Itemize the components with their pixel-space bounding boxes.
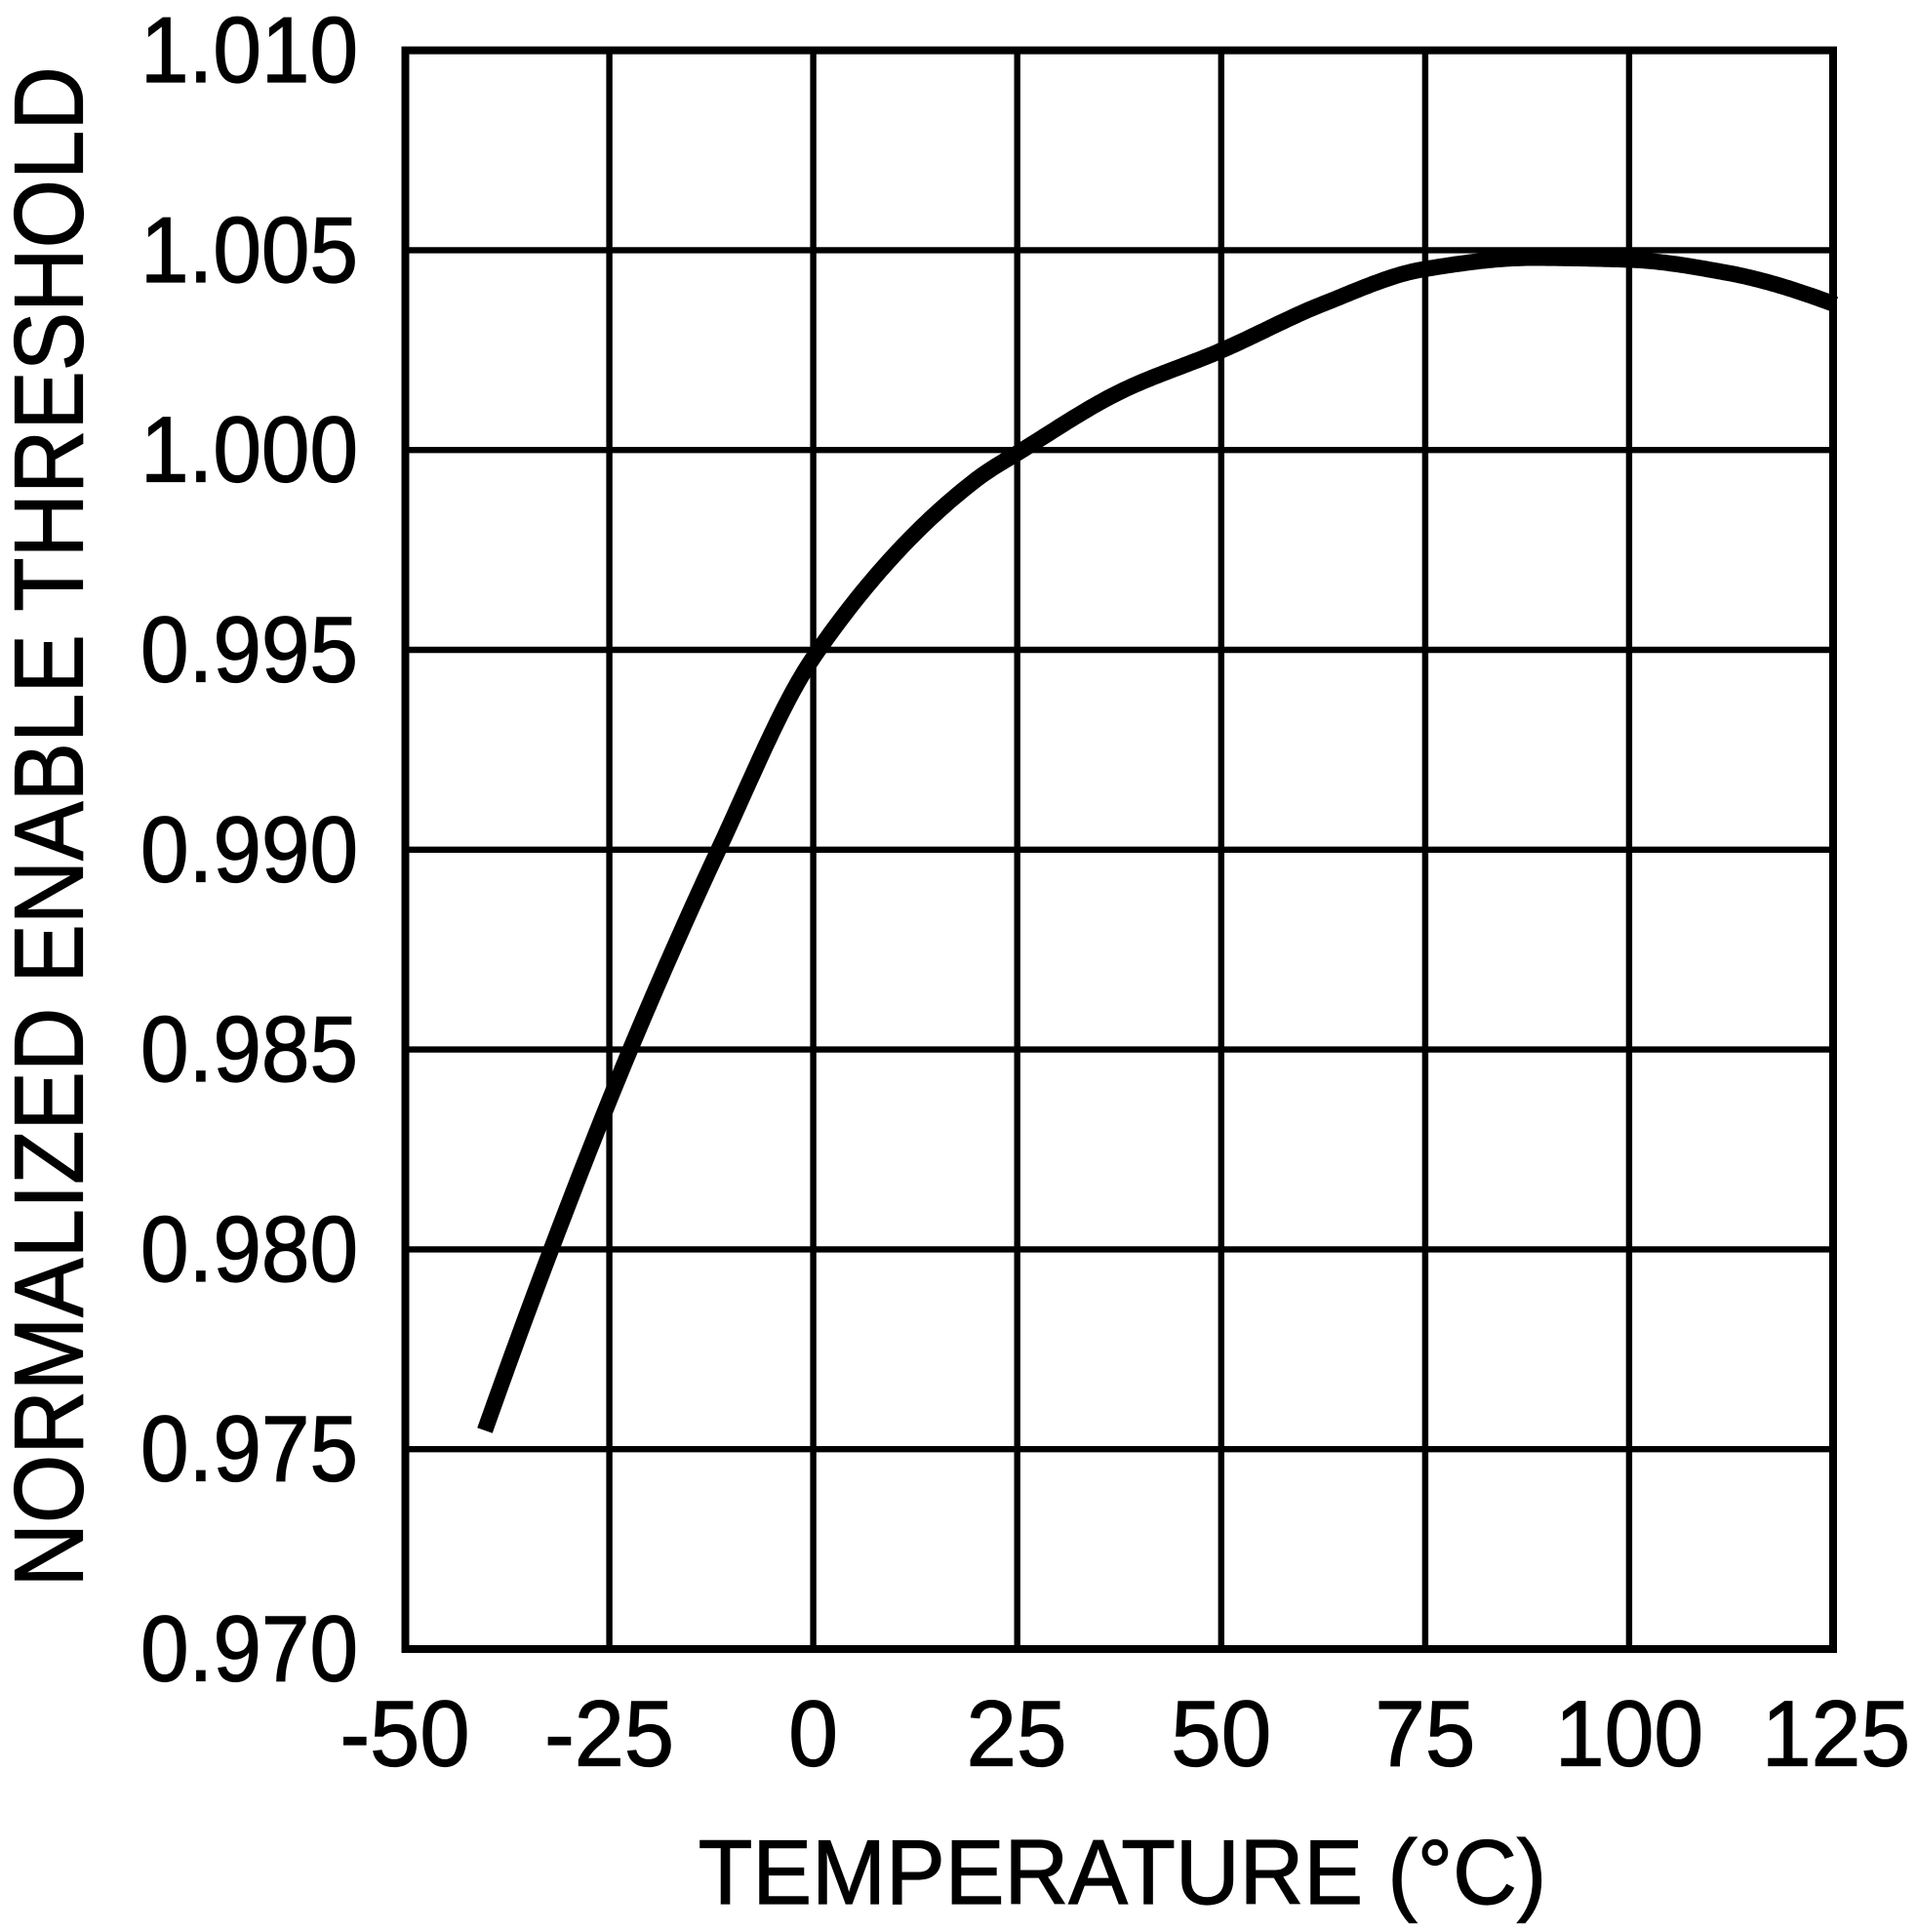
svg-text:0.995: 0.995 — [140, 598, 358, 703]
svg-text:TEMPERATURE (°C): TEMPERATURE (°C) — [699, 1821, 1547, 1923]
svg-text:25: 25 — [967, 1682, 1067, 1787]
svg-text:-25: -25 — [544, 1682, 674, 1787]
svg-text:0.990: 0.990 — [140, 797, 358, 902]
svg-text:0: 0 — [788, 1682, 838, 1787]
svg-text:0.975: 0.975 — [140, 1397, 358, 1502]
svg-text:1.000: 1.000 — [140, 398, 358, 503]
svg-text:50: 50 — [1171, 1682, 1271, 1787]
svg-text:75: 75 — [1375, 1682, 1475, 1787]
svg-text:0.970: 0.970 — [140, 1597, 358, 1702]
svg-text:NORMALIZED ENABLE THRESHOLD: NORMALIZED ENABLE THRESHOLD — [0, 66, 104, 1587]
svg-text:125: 125 — [1762, 1682, 1910, 1787]
svg-text:1.010: 1.010 — [140, 0, 358, 102]
svg-text:100: 100 — [1555, 1682, 1703, 1787]
svg-text:0.980: 0.980 — [140, 1197, 358, 1302]
svg-text:-50: -50 — [340, 1682, 470, 1787]
svg-text:1.005: 1.005 — [140, 198, 358, 302]
svg-text:0.985: 0.985 — [140, 997, 358, 1102]
